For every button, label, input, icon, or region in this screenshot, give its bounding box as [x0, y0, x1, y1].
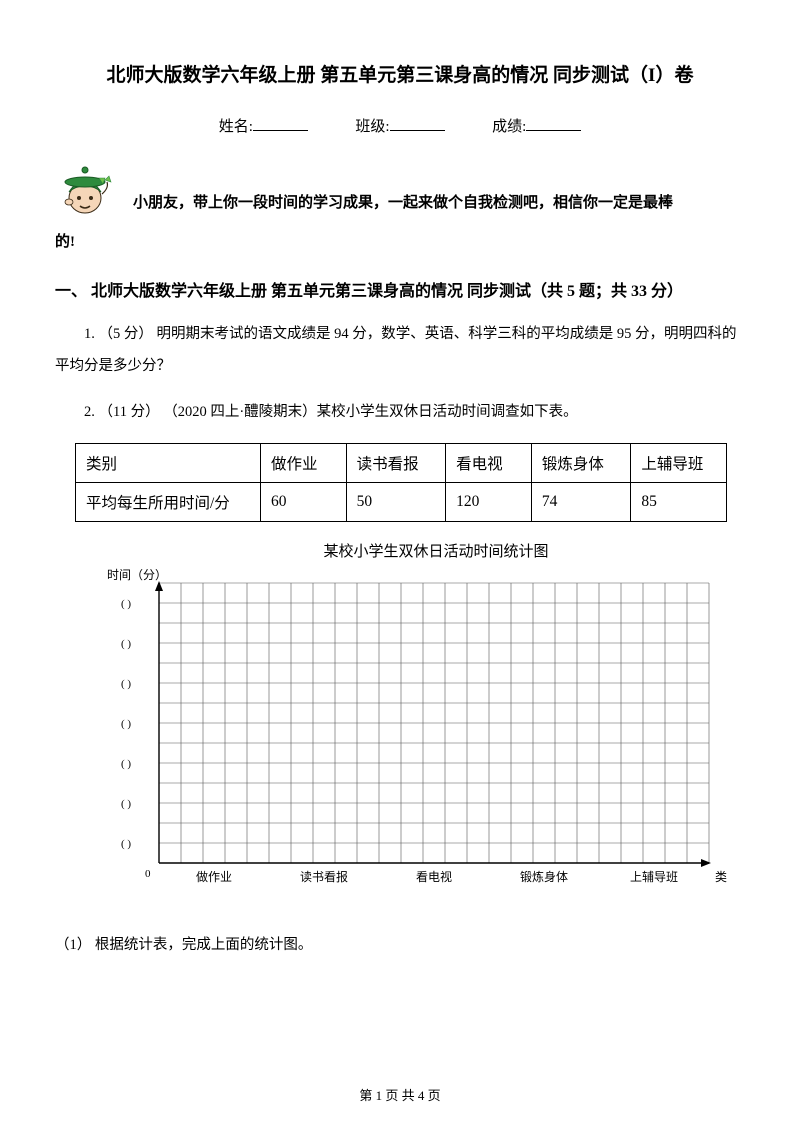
svg-text:( ): ( ) — [121, 638, 131, 650]
score-blank[interactable] — [526, 117, 581, 131]
chart-title: 某校小学生双休日活动时间统计图 — [127, 540, 745, 561]
svg-text:锻炼身体: 锻炼身体 — [520, 869, 568, 884]
name-label: 姓名: — [219, 119, 253, 135]
svg-text:( ): ( ) — [121, 678, 131, 690]
svg-text:( ): ( ) — [121, 838, 131, 850]
question-2: 2. （11 分） （2020 四上·醴陵期末）某校小学生双休日活动时间调查如下… — [55, 397, 745, 429]
intro-text-1: 小朋友，带上你一段时间的学习成果，一起来做个自我检测吧，相信你一定是最棒 — [115, 188, 745, 220]
section-heading: 一、 北师大版数学六年级上册 第五单元第三课身高的情况 同步测试（共 5 题；共… — [55, 277, 745, 301]
intro-text-2: 的! — [55, 226, 745, 259]
table-cell: 60 — [260, 482, 346, 521]
svg-text:读书看报: 读书看报 — [300, 869, 348, 884]
table-cell: 锻炼身体 — [531, 443, 631, 482]
page-title: 北师大版数学六年级上册 第五单元第三课身高的情况 同步测试（I）卷 — [55, 60, 745, 87]
name-blank[interactable] — [253, 117, 308, 131]
svg-text:做作业: 做作业 — [196, 869, 232, 884]
table-cell: 看电视 — [446, 443, 532, 482]
svg-text:( ): ( ) — [121, 718, 131, 730]
table-cell: 74 — [531, 482, 631, 521]
table-cell: 50 — [346, 482, 446, 521]
score-label: 成绩: — [492, 119, 526, 135]
chart-area: 某校小学生双休日活动时间统计图 时间（分） ( ) ( ) ( ) ( ) ( ) ( ) (… — [87, 540, 745, 908]
svg-text:时间（分）: 时间（分） — [107, 568, 167, 582]
svg-text:( ): ( ) — [121, 758, 131, 770]
table-cell: 85 — [631, 482, 727, 521]
table-cell: 做作业 — [260, 443, 346, 482]
mascot-icon — [55, 158, 115, 220]
data-table: 类别做作业读书看报看电视锻炼身体上辅导班 平均每生所用时间/分605012074… — [75, 443, 727, 522]
table-row: 类别做作业读书看报看电视锻炼身体上辅导班 — [76, 443, 727, 482]
svg-text:0: 0 — [145, 868, 151, 880]
svg-text:( ): ( ) — [121, 798, 131, 810]
svg-text:( ): ( ) — [121, 598, 131, 610]
svg-text:类别: 类别 — [715, 870, 727, 884]
bar-chart-grid: 时间（分） ( ) ( ) ( ) ( ) ( ) ( ) ( ) 0 做作业 读书看报 看电视 锻炼身… — [87, 563, 727, 903]
class-label: 班级: — [355, 119, 389, 135]
question-1: 1. （5 分） 明明期末考试的语文成绩是 94 分，数学、英语、科学三科的平均… — [55, 319, 745, 383]
table-cell: 类别 — [76, 443, 261, 482]
table-cell: 120 — [446, 482, 532, 521]
table-cell: 读书看报 — [346, 443, 446, 482]
table-row: 平均每生所用时间/分60501207485 — [76, 482, 727, 521]
svg-text:看电视: 看电视 — [416, 869, 452, 884]
svg-text:上辅导班: 上辅导班 — [630, 870, 678, 884]
sub-question-1: （1） 根据统计表，完成上面的统计图。 — [55, 930, 745, 962]
info-line: 姓名: 班级: 成绩: — [55, 115, 745, 136]
class-blank[interactable] — [390, 117, 445, 131]
table-cell: 平均每生所用时间/分 — [76, 482, 261, 521]
page-footer: 第 1 页 共 4 页 — [0, 1085, 800, 1104]
table-cell: 上辅导班 — [631, 443, 727, 482]
